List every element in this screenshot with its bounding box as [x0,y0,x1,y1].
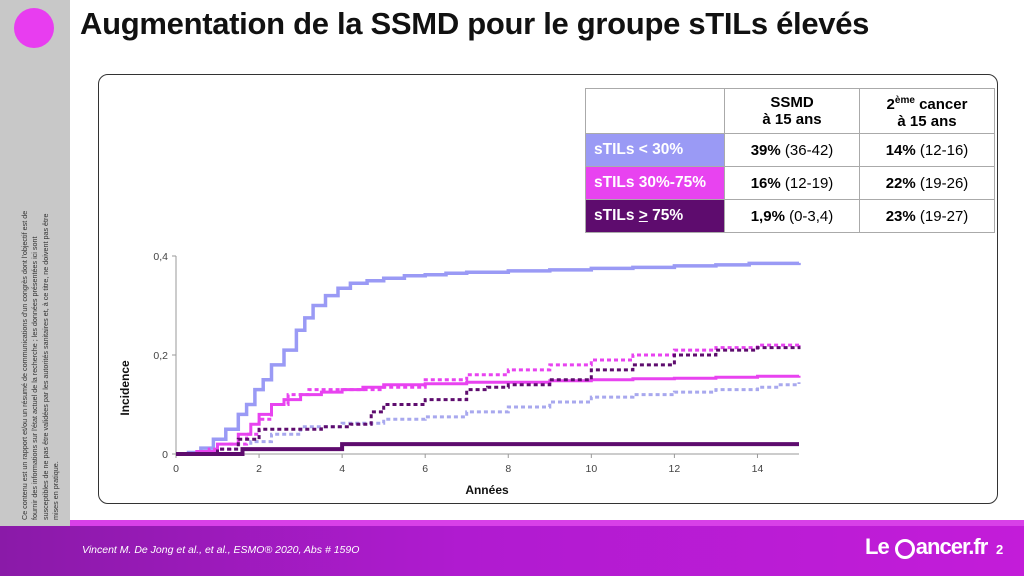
footer: Vincent M. De Jong et al., et al., ESMO®… [0,520,1024,576]
series-line-ssmd-low [176,261,801,456]
ssmd-pct-high: 1,9% [750,207,785,225]
header-ssmd: SSMD à 15 ans [724,88,860,134]
ssmd-ci-low: (36-42) [784,141,834,159]
header-ssmd-line1: SSMD [770,94,814,111]
table-header-row: SSMD à 15 ans 2ème cancer à 15 ans [585,88,995,134]
disclaimer: Ce contenu est un rapport et/ou un résum… [20,210,64,520]
header-cancer-line2: à 15 ans [897,113,957,130]
header-cancer-sup: ème [894,95,915,106]
incidence-chart: Incidence Années 0 0,2 0,4 0 2 4 6 8 10 12 14 [118,251,801,497]
cancer-value-low: 14% (12-16) [859,133,995,167]
x-tick-label: 0 [173,463,179,475]
cancer-ci-high: (19-27) [919,207,969,225]
logo-c-icon [894,539,915,559]
series-line-ssmd-high [176,442,799,456]
y-axis-label: Incidence [118,360,132,416]
y-tick-label: 0,4 [153,251,168,263]
cancer-pct-mid: 22% [885,174,916,192]
table-row: sTILs < 30% 39% (36-42) 14% (12-16) [585,133,995,167]
series-line-ssmd-mid [176,374,801,456]
table-row: sTILs > 75% 1,9% (0-3,4) 23% (19-27) [585,199,995,233]
results-table: SSMD à 15 ans 2ème cancer à 15 ans sTILs <… [585,88,995,233]
ssmd-value-low: 39% (36-42) [724,133,860,167]
row-label-low: sTILs < 30% [585,133,725,167]
header-cancer-line1: cancer [919,96,968,113]
page-number: 2 [996,542,1004,557]
disclaimer-text: Ce contenu est un rapport et/ou un résum… [20,210,61,520]
ssmd-ci-mid: (12-19) [784,174,834,192]
logo-text-right: ancer.fr [915,534,988,559]
ssmd-pct-mid: 16% [750,174,781,192]
cancer-pct-high: 23% [885,207,916,225]
logo-text-left: Le [865,534,894,559]
header-blank-cell [585,88,725,134]
row-label-mid: sTILs 30%-75% [585,166,725,200]
x-tick-label: 2 [256,463,262,475]
x-tick-label: 10 [585,463,597,475]
citation: Vincent M. De Jong et al., et al., ESMO®… [82,544,360,556]
x-axis-label: Années [465,483,509,497]
x-tick-label: 14 [752,463,764,475]
row-label-high-post: 75% [647,207,684,224]
cancer-pct-low: 14% [885,141,916,159]
series-line-cancer-high [176,346,801,456]
x-tick-label: 6 [422,463,428,475]
cancer-value-mid: 22% (19-26) [859,166,995,200]
row-label-high: sTILs > 75% [585,199,725,233]
row-label-high-pre: sTILs [594,207,639,224]
cancer-ci-mid: (19-26) [919,174,969,192]
ssmd-pct-low: 39% [750,141,781,159]
x-tick-label: 12 [669,463,681,475]
cancer-ci-low: (12-16) [919,141,969,159]
left-sidebar: Ce contenu est un rapport et/ou un résum… [0,0,70,520]
footer-accent-bar [0,520,1024,526]
series-line-cancer-mid [176,343,801,456]
header-cancer: 2ème cancer à 15 ans [859,88,995,134]
series-line-cancer-low [176,382,801,456]
le-cancer-logo: Le ancer.fr [865,534,988,560]
header-cancer-num: 2 [886,96,895,113]
ssmd-value-high: 1,9% (0-3,4) [724,199,860,233]
slide-title: Augmentation de la SSMD pour le groupe s… [80,6,870,41]
row-label-high-symbol: > [638,207,648,224]
x-tick-label: 4 [339,463,345,475]
y-tick-label: 0 [162,449,168,461]
ssmd-ci-high: (0-3,4) [789,207,834,225]
header-ssmd-line2: à 15 ans [762,111,822,128]
table-row: sTILs 30%-75% 16% (12-19) 22% (19-26) [585,166,995,200]
brand-dot-icon [14,8,54,48]
ssmd-value-mid: 16% (12-19) [724,166,860,200]
x-tick-label: 8 [505,463,511,475]
cancer-value-high: 23% (19-27) [859,199,995,233]
y-tick-label: 0,2 [153,350,168,362]
